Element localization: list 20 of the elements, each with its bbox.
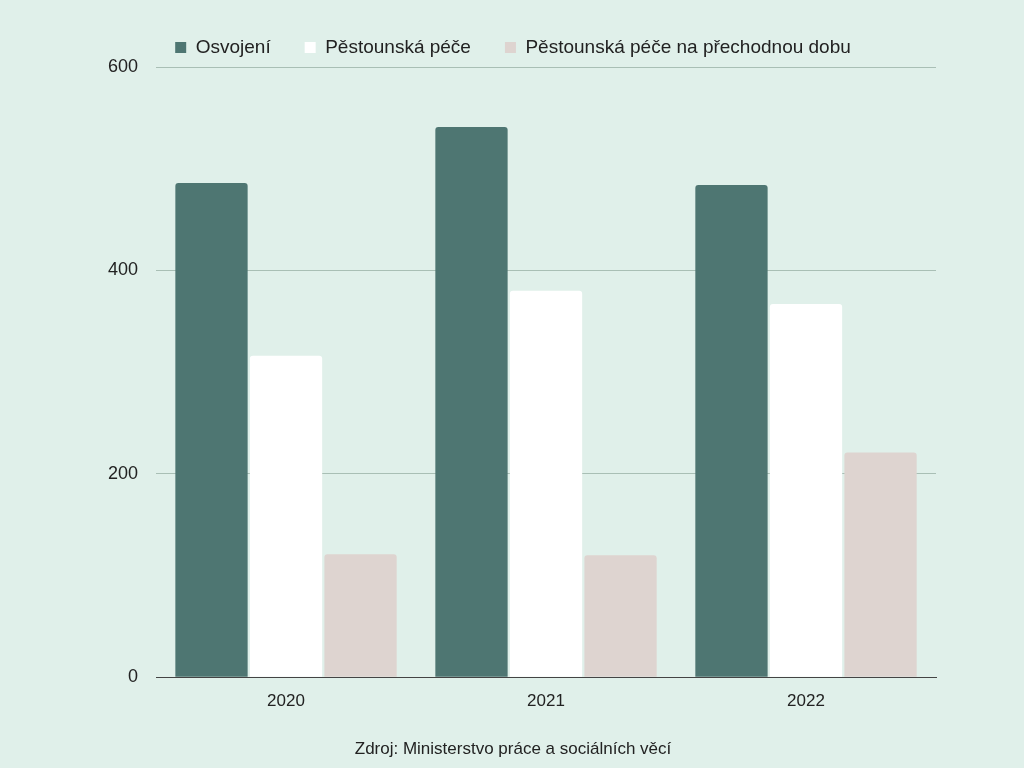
bar [584, 555, 657, 677]
bar [844, 452, 917, 677]
y-tick-label: 400 [107, 259, 139, 280]
x-tick-label: 2021 [527, 691, 565, 711]
legend-label: Pěstounská péče [325, 35, 471, 57]
text: Zdroj: Ministerstvo práce a sociálních věcí [354, 739, 672, 759]
x-tick-label: 2022 [787, 691, 825, 711]
bar [769, 303, 843, 677]
bar [175, 182, 248, 677]
bar [324, 554, 397, 677]
bar [509, 290, 583, 677]
legend-label: Pěstounská péče na přechodnou dobu [525, 35, 851, 57]
y-tick-label: 600 [107, 55, 139, 76]
y-tick-label: 0 [128, 666, 139, 687]
bar [435, 127, 508, 677]
bar [249, 355, 323, 677]
bar [695, 184, 768, 677]
legend-label: Osvojení [195, 35, 272, 57]
x-tick-label: 2020 [267, 691, 305, 711]
y-tick-label: 200 [107, 462, 139, 483]
